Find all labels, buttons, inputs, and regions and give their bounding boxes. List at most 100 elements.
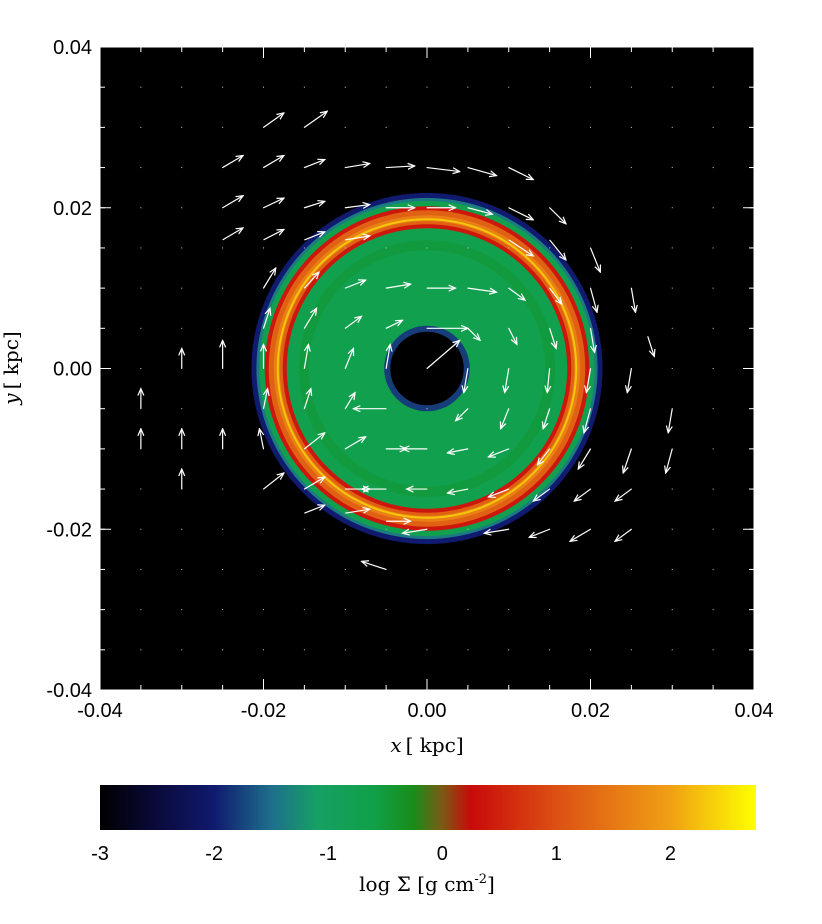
grid-dot	[467, 247, 469, 249]
velocity-arrow	[547, 368, 549, 393]
velocity-arrow	[303, 272, 319, 289]
velocity-arrow	[508, 207, 534, 220]
grid-dot	[140, 609, 142, 611]
velocity-arrow	[543, 408, 551, 429]
grid-dot	[140, 126, 142, 128]
velocity-arrow	[574, 488, 591, 501]
grid-dot	[140, 488, 142, 490]
velocity-arrow	[549, 328, 557, 348]
grid-dot	[549, 247, 551, 249]
grid-dot	[712, 408, 714, 410]
colorbar: -3 -2 -1 0 1 2	[91, 785, 756, 865]
grid-dot	[385, 247, 387, 249]
grid-dot	[140, 167, 142, 169]
grid-dot	[263, 86, 264, 88]
grid-dot	[590, 167, 591, 169]
grid-dot	[467, 86, 469, 88]
grid-dot	[630, 207, 632, 209]
heatmap-plot	[99, 46, 755, 691]
velocity-arrow	[627, 368, 632, 393]
velocity-arrow	[303, 308, 316, 329]
grid-dot	[671, 207, 673, 209]
grid-dot	[630, 609, 632, 611]
grid-dot	[344, 86, 346, 88]
grid-dot	[508, 247, 510, 249]
grid-dot	[385, 126, 387, 128]
grid-dot	[222, 488, 224, 490]
grid-dot	[263, 528, 264, 530]
grid-dot	[508, 86, 510, 88]
grid-dot	[426, 126, 428, 128]
colorbar-tick-label: 2	[665, 843, 676, 865]
velocity-arrow	[386, 284, 411, 289]
velocity-arrow	[263, 156, 284, 169]
grid-dot	[671, 86, 673, 88]
grid-dot	[712, 207, 714, 209]
grid-dot	[344, 126, 346, 128]
grid-dot	[263, 609, 264, 611]
velocity-arrow	[467, 287, 497, 292]
grid-dot	[303, 528, 305, 530]
grid-dot	[508, 649, 510, 651]
grid-dot	[222, 247, 224, 249]
grid-dot	[467, 528, 469, 530]
plot-axes	[99, 46, 755, 691]
x-tick-label: -0.02	[241, 700, 287, 722]
grid-dot	[590, 86, 591, 88]
velocity-arrow	[259, 429, 263, 449]
grid-dot	[549, 167, 551, 169]
velocity-arrow	[467, 207, 493, 214]
colorbar-tick-label: -1	[319, 843, 337, 865]
velocity-arrow	[589, 287, 598, 312]
grid-dot	[426, 609, 428, 611]
velocity-arrow	[344, 316, 361, 329]
velocity-arrow	[344, 393, 355, 410]
grid-dot	[549, 86, 551, 88]
grid-dot	[712, 247, 714, 249]
grid-dot	[426, 86, 428, 88]
grid-dot	[671, 126, 673, 128]
grid-dot	[712, 327, 714, 329]
grid-dot	[181, 167, 183, 169]
velocity-arrow	[447, 449, 468, 453]
velocity-arrow	[537, 448, 551, 465]
colorbar-tick-label: -2	[205, 843, 223, 865]
velocity-arrow	[549, 287, 562, 304]
grid-dot	[385, 649, 387, 651]
velocity-arrow	[467, 327, 480, 340]
grid-dot	[222, 568, 224, 570]
grid-dot	[712, 568, 714, 570]
velocity-arrow	[464, 368, 469, 393]
velocity-arrow	[385, 320, 402, 329]
y-tick-label: 0.00	[53, 359, 92, 381]
colorbar-tick-label: 0	[437, 843, 448, 865]
velocity-arrow	[345, 164, 370, 169]
grid-dot	[671, 167, 673, 169]
grid-dot	[140, 649, 142, 651]
x-tick-label: 0.04	[735, 700, 774, 722]
grid-dot	[222, 126, 224, 128]
velocity-arrow	[508, 239, 534, 256]
grid-dot	[549, 649, 551, 651]
velocity-arrow	[345, 509, 370, 514]
x-tick-label: 0.00	[408, 700, 447, 722]
grid-dot	[140, 287, 142, 289]
grid-dot	[344, 649, 346, 651]
grid-dot	[303, 609, 305, 611]
velocity-arrow	[456, 408, 469, 421]
y-tick-label: -0.04	[46, 680, 92, 702]
grid-dot	[712, 649, 714, 651]
velocity-arrow	[589, 328, 595, 352]
grid-dot	[385, 528, 387, 530]
grid-dot	[181, 408, 183, 410]
grid-dot	[630, 408, 632, 410]
colorbar-ticks: -3 -2 -1 0 1 2	[91, 843, 676, 865]
grid-dot	[590, 568, 591, 570]
grid-dot	[671, 649, 673, 651]
velocity-arrow	[345, 236, 370, 241]
grid-dot	[344, 609, 346, 611]
velocity-arrow	[344, 348, 353, 369]
velocity-arrow	[615, 488, 632, 501]
velocity-field	[141, 111, 673, 571]
grid-dot	[181, 126, 183, 128]
